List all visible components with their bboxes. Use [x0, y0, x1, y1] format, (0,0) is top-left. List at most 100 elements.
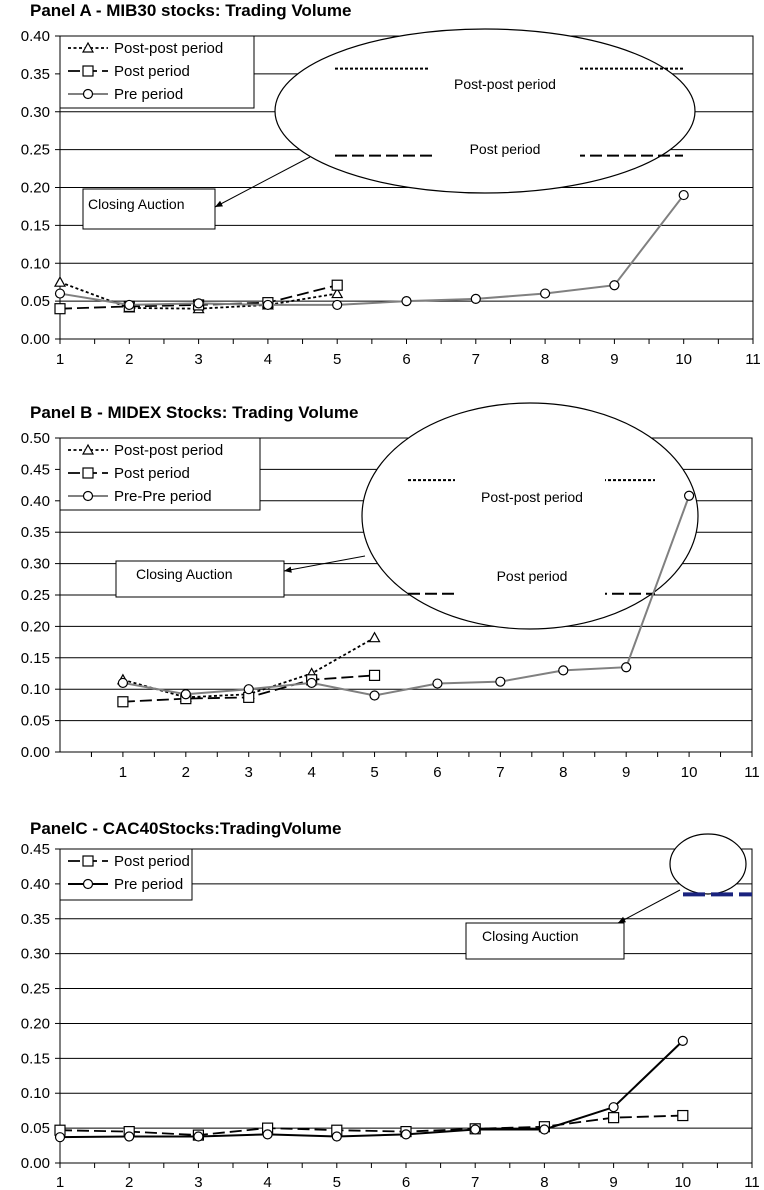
data-point: [677, 1035, 688, 1046]
data-point: [677, 1109, 689, 1122]
callout-arrow: [283, 555, 366, 572]
data-point: [54, 303, 66, 315]
legend-marker: [82, 65, 94, 77]
legend-marker: [82, 878, 94, 890]
legend-marker: [82, 490, 94, 502]
x-tick-label: 7: [496, 764, 504, 781]
x-tick-label: 5: [333, 351, 341, 368]
data-point: [243, 684, 254, 695]
x-tick-label: 3: [194, 1174, 202, 1190]
legend-label: Post-post period: [114, 40, 223, 57]
y-tick-label: 0.10: [21, 1085, 50, 1102]
data-point: [368, 669, 381, 681]
callout-label: Closing Auction: [136, 566, 233, 582]
data-point: [332, 299, 343, 311]
ellipse-label: Post period: [470, 141, 541, 157]
x-tick-label: 4: [264, 351, 272, 368]
callout-arrowhead: [215, 200, 223, 207]
data-point: [262, 299, 273, 311]
data-point: [539, 1124, 550, 1135]
data-point: [621, 662, 632, 673]
data-point: [193, 298, 204, 309]
data-point: [470, 293, 481, 304]
data-point: [117, 677, 129, 689]
callout-label: Closing Auction: [482, 928, 579, 944]
callout-box: [82, 188, 216, 230]
x-tick-label: 5: [333, 1174, 341, 1190]
y-tick-label: 0.40: [21, 493, 50, 510]
x-tick-label: 9: [610, 351, 618, 368]
x-tick-label: 2: [125, 1174, 133, 1190]
data-point: [306, 677, 317, 689]
x-tick-label: 1: [56, 351, 64, 368]
data-point: [609, 280, 620, 291]
x-tick-label: 9: [609, 1174, 617, 1190]
series-pre-pre-period: [117, 490, 695, 701]
legend-label: Pre-Pre period: [114, 488, 212, 505]
x-tick-label: 10: [674, 1174, 691, 1190]
series-pre-period: [54, 189, 689, 311]
x-tick-label: 10: [681, 764, 698, 781]
legend-marker: [82, 855, 94, 867]
y-tick-label: 0.00: [21, 1155, 50, 1172]
data-point: [369, 690, 380, 701]
data-point: [539, 288, 551, 299]
y-tick-label: 0.40: [21, 876, 50, 893]
data-point: [432, 678, 443, 689]
x-tick-label: 4: [307, 764, 315, 781]
chart-title: Panel B - MIDEX Stocks: Trading Volume: [30, 403, 358, 422]
chart-panel-3: PanelC - CAC40Stocks:TradingVolume 0.00 0.…: [21, 819, 760, 1190]
callout-box: [465, 922, 625, 960]
x-tick-label: 8: [540, 1174, 548, 1190]
x-tick-label: 7: [472, 351, 480, 368]
callout-label: Closing Auction: [88, 196, 185, 212]
legend-label: Post period: [114, 63, 190, 80]
series-line: [122, 495, 691, 697]
data-point: [124, 1131, 135, 1142]
ellipse-label: Post-post period: [481, 489, 583, 505]
x-tick-label: 8: [541, 351, 549, 368]
y-tick-label: 0.30: [21, 104, 50, 121]
x-tick-label: 9: [622, 764, 630, 781]
x-tick-label: 2: [182, 764, 190, 781]
y-tick-label: 0.40: [21, 28, 50, 45]
legend-marker: [82, 467, 94, 479]
x-tick-label: 7: [471, 1174, 479, 1190]
data-point: [683, 490, 695, 501]
y-tick-label: 0.10: [21, 681, 50, 698]
series-pre-period: [54, 1035, 688, 1143]
y-tick-label: 0.15: [21, 650, 50, 667]
data-point: [331, 279, 343, 291]
y-tick-label: 0.25: [21, 981, 50, 998]
data-point: [607, 1112, 620, 1124]
x-tick-label: 11: [744, 764, 760, 781]
x-tick-label: 3: [194, 351, 202, 368]
y-tick-label: 0.35: [21, 524, 50, 541]
x-tick-label: 4: [263, 1174, 271, 1190]
x-tick-label: 6: [402, 351, 410, 368]
y-tick-label: 0.35: [21, 66, 50, 83]
x-tick-label: 5: [370, 764, 378, 781]
legend-box: [59, 848, 193, 901]
x-tick-label: 11: [744, 1174, 760, 1190]
y-tick-label: 0.35: [21, 911, 50, 928]
ellipse-label: Post-post period: [454, 76, 556, 92]
ellipse-label: Post period: [497, 568, 568, 584]
data-point: [262, 1129, 273, 1140]
legend-label: Post period: [114, 465, 190, 482]
legend-label: Pre period: [114, 86, 183, 103]
y-tick-label: 0.05: [21, 293, 50, 310]
y-tick-label: 0.05: [21, 1120, 50, 1137]
data-point: [180, 689, 191, 700]
label-gap: [455, 589, 605, 598]
chart-title: PanelC - CAC40Stocks:TradingVolume: [30, 819, 341, 838]
x-tick-label: 6: [402, 1174, 410, 1190]
x-tick-label: 10: [675, 351, 692, 368]
data-point: [400, 1129, 412, 1140]
chart-title: Panel A - MIB30 stocks: Trading Volume: [30, 1, 352, 20]
y-tick-label: 0.50: [21, 430, 50, 447]
x-tick-label: 1: [56, 1174, 64, 1190]
y-tick-label: 0.30: [21, 946, 50, 963]
legend-marker: [82, 88, 94, 100]
